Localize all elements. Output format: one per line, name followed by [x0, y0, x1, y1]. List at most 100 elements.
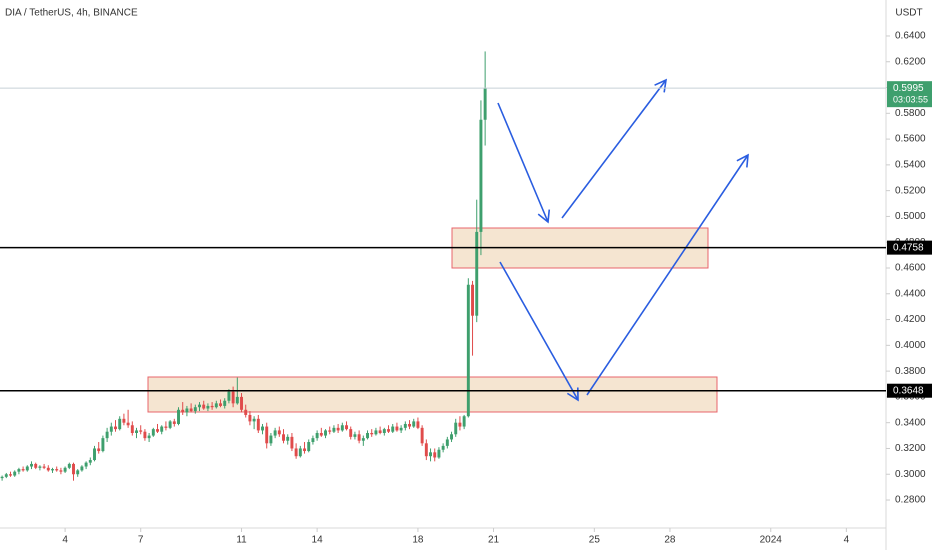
candle-body	[290, 436, 294, 449]
candle-body	[55, 469, 59, 471]
candle-body	[72, 463, 75, 475]
y-tick-label: 0.4000	[895, 340, 926, 351]
candle-body	[17, 469, 21, 472]
candle-body	[357, 434, 361, 441]
candle-body	[353, 434, 357, 437]
y-tick-label: 0.2800	[895, 495, 926, 506]
candle-body	[21, 469, 25, 471]
candle-body	[130, 425, 134, 433]
candle-body	[177, 409, 180, 424]
candle-body	[248, 414, 252, 422]
y-tick-label: 0.4400	[895, 288, 926, 299]
y-tick-label: 0.5400	[895, 160, 926, 171]
candle-body	[168, 421, 172, 428]
candle-body	[63, 467, 67, 472]
last-price-box	[887, 81, 932, 108]
candle-body	[185, 408, 189, 413]
candle-body	[42, 466, 46, 468]
candle-body	[408, 423, 411, 427]
candle-body	[80, 466, 84, 471]
x-tick-label: 4	[62, 535, 68, 546]
axis-unit: USDT	[895, 8, 922, 19]
candle-body	[51, 469, 54, 471]
candle-body	[399, 427, 403, 431]
candle-body	[114, 426, 117, 430]
candle-body	[30, 463, 33, 467]
candle-body	[416, 421, 420, 428]
candle-body	[311, 438, 315, 443]
candle-body	[294, 448, 298, 457]
arrows	[497, 78, 749, 402]
candle-body	[475, 231, 479, 316]
candle-body	[437, 449, 441, 458]
candle-body	[403, 423, 407, 428]
candle-body	[471, 284, 475, 316]
x-tick-label: 14	[312, 535, 324, 546]
candle-body	[332, 427, 336, 432]
candle-body	[147, 435, 151, 439]
candle-body	[126, 422, 130, 426]
y-tick-label: 0.6400	[895, 31, 926, 42]
plot	[0, 51, 487, 481]
candle-body	[441, 445, 445, 450]
candle-body	[315, 432, 319, 439]
candle-body	[370, 432, 374, 435]
candle-body	[395, 426, 399, 431]
candle-body	[143, 431, 147, 439]
candle-body	[0, 476, 4, 479]
x-tick-label: 21	[488, 535, 500, 546]
candle-body	[122, 418, 126, 423]
candle-body	[101, 438, 105, 452]
candle-body	[261, 426, 264, 431]
x-tick-label: 28	[664, 535, 676, 546]
candle-body	[227, 391, 231, 401]
candle-body	[67, 463, 71, 468]
candle-body	[206, 405, 210, 409]
candle-body	[9, 474, 12, 476]
arrow	[586, 153, 749, 396]
candle-body	[235, 396, 239, 404]
candle-body	[324, 430, 327, 436]
candle-body	[202, 404, 206, 409]
candle-body	[34, 463, 38, 468]
y-tick-label: 0.3000	[895, 469, 926, 480]
candle-body	[307, 442, 311, 452]
candle-body	[450, 434, 454, 440]
candle-body	[458, 422, 462, 427]
x-tick-label: 7	[138, 535, 144, 546]
candle-body	[160, 426, 164, 432]
candle-body	[93, 448, 96, 461]
candle-body	[328, 430, 332, 432]
candle-body	[151, 429, 155, 436]
level-label: 0.4758	[893, 242, 924, 253]
candle-body	[240, 396, 243, 410]
candle-body	[378, 430, 382, 433]
candle-body	[429, 452, 432, 457]
candle-body	[319, 432, 323, 436]
candle-body	[361, 438, 365, 441]
candle-body	[336, 427, 340, 431]
y-tick-label: 0.3800	[895, 366, 926, 377]
candle-body	[445, 439, 449, 446]
candle-body	[424, 443, 428, 457]
y-tick-label: 0.5600	[895, 134, 926, 145]
countdown: 03:03:55	[893, 95, 928, 105]
candle-body	[46, 467, 50, 471]
level-label: 0.3648	[893, 385, 924, 396]
candle-body	[135, 430, 138, 433]
candle-body	[265, 426, 269, 444]
candle-body	[273, 430, 277, 436]
last-price-label: 0.5995	[893, 83, 924, 94]
candle-body	[59, 470, 63, 472]
candle-body	[433, 452, 437, 458]
x-tick-label: 25	[589, 535, 601, 546]
y-tick-label: 0.5000	[895, 211, 926, 222]
candle-body	[382, 429, 386, 433]
arrow	[499, 261, 579, 402]
candle-body	[349, 429, 353, 437]
candle-body	[483, 88, 487, 120]
candle-body	[193, 407, 197, 412]
candle-body	[88, 460, 92, 463]
